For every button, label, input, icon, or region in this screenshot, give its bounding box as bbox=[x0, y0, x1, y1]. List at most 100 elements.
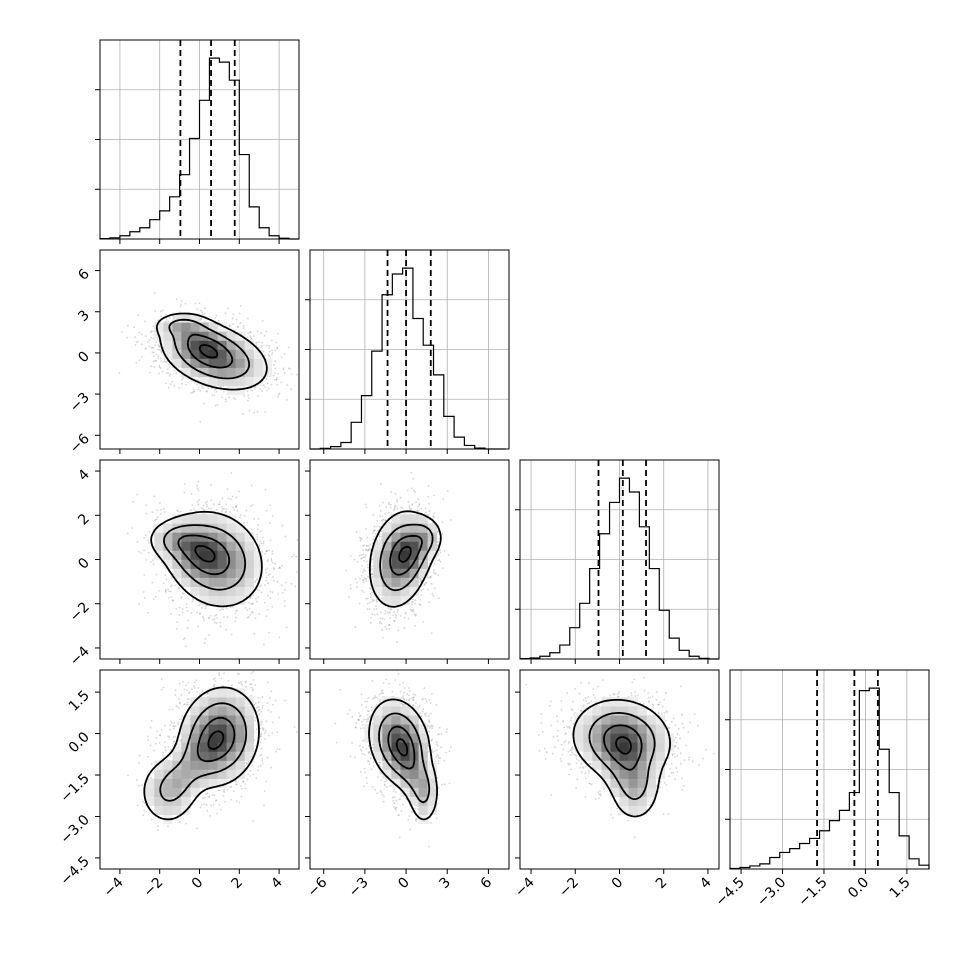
sample-point bbox=[235, 318, 238, 321]
sample-point bbox=[250, 528, 253, 530]
sample-point bbox=[158, 372, 160, 375]
sample-point bbox=[254, 683, 257, 686]
sample-point bbox=[245, 664, 247, 666]
sample-point bbox=[273, 568, 275, 570]
sample-point bbox=[205, 503, 208, 506]
sample-point bbox=[277, 593, 280, 596]
sample-point bbox=[280, 356, 283, 358]
sample-point bbox=[141, 784, 144, 787]
density-cell bbox=[208, 340, 218, 350]
sample-point bbox=[157, 348, 160, 351]
pair-x-ticks-0-1 bbox=[119, 449, 280, 454]
sample-point bbox=[239, 516, 241, 519]
sample-point bbox=[236, 509, 239, 512]
sample-point bbox=[232, 313, 235, 316]
sample-point bbox=[193, 508, 196, 511]
sample-point bbox=[152, 563, 155, 566]
sample-point bbox=[182, 638, 185, 641]
sample-point bbox=[200, 317, 202, 320]
hist-x-ticks-1 bbox=[323, 449, 489, 454]
sample-point bbox=[187, 703, 190, 706]
sample-point bbox=[180, 378, 183, 381]
sample-point bbox=[260, 721, 263, 724]
sample-point bbox=[281, 564, 283, 567]
sample-point bbox=[154, 595, 157, 598]
sample-point bbox=[253, 517, 256, 520]
sample-point bbox=[230, 785, 233, 788]
scatter-panel-0-3 bbox=[99, 664, 300, 870]
sample-point bbox=[200, 506, 203, 509]
sample-point bbox=[265, 720, 268, 723]
density-cell bbox=[253, 349, 264, 359]
sample-point bbox=[258, 341, 260, 343]
x-tick-label: −1.5 bbox=[795, 875, 830, 910]
sample-point bbox=[276, 347, 279, 349]
sample-point bbox=[153, 344, 156, 347]
sample-point bbox=[265, 780, 268, 783]
sample-point bbox=[225, 400, 227, 403]
density-cell bbox=[190, 514, 200, 524]
sample-point bbox=[208, 795, 211, 798]
sample-point bbox=[161, 754, 164, 757]
histogram-step bbox=[519, 477, 719, 660]
hist-grid bbox=[310, 250, 509, 449]
sample-point bbox=[138, 762, 141, 764]
sample-point bbox=[257, 709, 260, 712]
sample-point bbox=[168, 363, 171, 366]
density-cell bbox=[244, 550, 255, 560]
sample-point bbox=[146, 735, 149, 738]
sample-point bbox=[149, 744, 152, 747]
sample-point bbox=[226, 616, 229, 618]
sample-point bbox=[150, 347, 152, 350]
sample-point bbox=[126, 324, 129, 327]
sample-point bbox=[239, 322, 242, 324]
sample-point bbox=[167, 746, 170, 748]
sample-point bbox=[142, 591, 145, 593]
density-cell bbox=[217, 586, 227, 596]
sample-point bbox=[245, 680, 247, 683]
sample-point bbox=[215, 622, 218, 624]
density-cell bbox=[154, 532, 164, 542]
sample-point bbox=[259, 585, 261, 588]
density-cell bbox=[244, 568, 255, 578]
sample-point bbox=[155, 742, 157, 745]
density-cell bbox=[208, 532, 218, 542]
density-cell bbox=[172, 358, 182, 368]
density-cell bbox=[190, 577, 200, 587]
sample-point bbox=[261, 706, 264, 709]
sample-point bbox=[205, 390, 208, 393]
sample-point bbox=[154, 310, 157, 312]
sample-point bbox=[201, 385, 203, 388]
density-cell bbox=[217, 532, 227, 542]
histogram-step bbox=[729, 687, 930, 870]
sample-point bbox=[251, 602, 254, 605]
sample-point bbox=[277, 372, 279, 375]
sample-point bbox=[196, 487, 199, 490]
sample-point bbox=[271, 550, 274, 552]
sample-point bbox=[246, 616, 249, 619]
density-cell bbox=[172, 313, 182, 323]
sample-point bbox=[145, 335, 148, 338]
sample-point bbox=[203, 312, 206, 315]
sample-point bbox=[147, 739, 150, 741]
sample-point bbox=[264, 732, 266, 734]
sample-point bbox=[271, 605, 274, 608]
sample-point bbox=[185, 822, 187, 825]
density-cell bbox=[235, 367, 246, 377]
y-tick-label: 4 bbox=[75, 467, 93, 485]
density-cell bbox=[163, 559, 173, 569]
density-cell bbox=[217, 559, 227, 569]
sample-point bbox=[148, 530, 151, 533]
sample-point bbox=[258, 544, 261, 546]
sample-point bbox=[168, 317, 171, 319]
sample-point bbox=[201, 615, 204, 618]
density-cell bbox=[226, 559, 236, 569]
sample-point bbox=[210, 499, 212, 502]
sample-point bbox=[184, 645, 187, 648]
sample-point bbox=[261, 319, 264, 322]
sample-point bbox=[254, 386, 257, 388]
sample-point bbox=[256, 600, 258, 603]
sample-point bbox=[219, 625, 222, 628]
density-cell bbox=[172, 559, 182, 569]
